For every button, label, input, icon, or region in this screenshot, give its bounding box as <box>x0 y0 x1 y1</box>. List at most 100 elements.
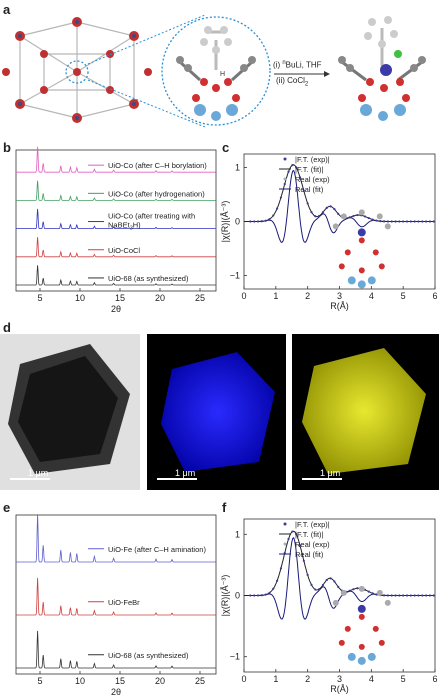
magnitude-exp-point <box>253 220 256 223</box>
plot-frame <box>15 149 217 292</box>
pattern-line <box>16 146 216 173</box>
x-tick-label: 5 <box>37 676 42 686</box>
y-axis-label: |χ(R)|(Å⁻³) <box>220 201 230 243</box>
x-tick-label: 10 <box>75 676 85 686</box>
magnitude-exp-point <box>337 212 340 215</box>
legend-label: Real (fit) <box>295 185 324 194</box>
magnitude-exp-point <box>398 220 401 223</box>
magnitude-exp-point <box>295 166 298 169</box>
y-tick-label: 0 <box>235 217 240 227</box>
magnitude-exp-point <box>363 215 367 218</box>
magnitude-exp-point <box>405 594 409 597</box>
pattern-line <box>16 630 216 669</box>
x-tick-label: 15 <box>115 676 125 686</box>
magnitude-exp-point <box>367 590 370 593</box>
panel-letter-a: a <box>3 2 11 17</box>
real-fit-line <box>244 537 434 620</box>
magnitude-exp-point <box>333 208 336 211</box>
magnitude-exp-point <box>276 579 279 582</box>
legend-label: UiO-68 (as synthesized) <box>108 274 189 283</box>
inset-atom-metal <box>357 656 366 665</box>
magnitude-exp-point <box>432 220 435 223</box>
magnitude-exp-point <box>417 220 420 223</box>
magnitude-exp-point <box>279 567 283 570</box>
exafs-chart-cobalt: 0 1 2 3 4 5 610−1R(Å)|χ(R)|(Å⁻³)|F.T. (exp)||F… <box>220 153 438 311</box>
magnitude-fit-line <box>244 164 434 222</box>
inset-atom-metal <box>367 652 376 661</box>
x-tick-label: 1 <box>273 291 278 301</box>
plot-frame <box>15 514 217 675</box>
magnitude-exp-point <box>291 530 294 533</box>
inset-atom-metal <box>357 280 366 289</box>
x-tick-label: 4 <box>369 674 374 684</box>
magnitude-exp-point <box>283 182 286 186</box>
magnitude-exp-point <box>390 594 393 597</box>
magnitude-exp-point <box>424 594 428 597</box>
inset-atom-oxygen <box>358 643 365 650</box>
panel-letter-d: d <box>3 320 11 335</box>
x-axis-label: R(Å) <box>330 684 349 694</box>
magnitude-exp-point <box>333 580 336 583</box>
magnitude-exp-point <box>249 594 252 597</box>
tem-image: 1 μm <box>0 334 140 490</box>
inset-atom-carbon <box>358 209 365 216</box>
magnitude-exp-point <box>402 594 405 597</box>
magnitude-fit-line <box>244 530 434 596</box>
inset-atom-oxygen <box>378 263 385 270</box>
magnitude-exp-point <box>329 205 332 208</box>
magnitude-exp-point <box>398 594 401 597</box>
x-tick-label: 6 <box>432 674 437 684</box>
x-tick-label: 2 <box>305 291 310 301</box>
y-tick-label: −1 <box>230 271 240 281</box>
y-tick-label: 1 <box>235 529 240 539</box>
eds-map-yellow: 1 μm <box>292 334 439 490</box>
magnitude-exp-point <box>272 214 275 217</box>
y-axis-label: |χ(R)|(Å⁻³) <box>220 575 230 617</box>
magnitude-exp-point <box>291 163 294 167</box>
magnitude-exp-point <box>371 592 374 595</box>
x-tick-label: 20 <box>155 676 165 686</box>
inset-atom-oxygen <box>344 249 351 256</box>
legend-label: NaBEt3H) <box>108 221 141 232</box>
legend-label: UiO-68 (as synthesized) <box>108 651 189 660</box>
legend-label: UiO-CoCl <box>108 246 140 255</box>
inset-atom-metal <box>347 652 356 661</box>
y-tick-label: −1 <box>230 652 240 662</box>
magnitude-exp-point <box>424 220 428 223</box>
svg-text:H: H <box>220 71 225 78</box>
legend-label: UiO-FeBr <box>108 598 140 607</box>
magnitude-exp-point <box>421 594 424 597</box>
inset-atom-carbon <box>384 223 391 230</box>
legend-marker <box>283 522 287 526</box>
pattern-line <box>16 265 216 286</box>
inset-atom-oxygen <box>372 249 379 256</box>
legend-label-suffix: H) <box>133 221 141 230</box>
x-tick-label: 25 <box>195 293 205 303</box>
magnitude-exp-point <box>394 220 397 223</box>
real-fit-line <box>244 169 434 244</box>
magnitude-exp-point <box>382 220 386 223</box>
y-tick-label: 0 <box>235 591 240 601</box>
inset-atom-oxygen <box>358 267 365 274</box>
legend-label: |F.T. (fit)| <box>295 530 324 539</box>
x-tick-label: 4 <box>369 291 374 301</box>
magnitude-exp-point <box>287 537 290 541</box>
magnitude-exp-point <box>264 593 267 596</box>
magnitude-exp-point <box>348 589 351 592</box>
magnitude-exp-point <box>386 594 389 597</box>
inset-atom-oxygen <box>358 237 365 244</box>
magnitude-exp-point <box>310 211 313 214</box>
scale-label-blue: 1 μm <box>175 468 196 478</box>
legend-label: UiO-Fe (after C–H amination) <box>108 545 206 554</box>
structure-inset <box>332 209 391 289</box>
inset-atom-oxygen <box>344 625 351 632</box>
x-axis-label: R(Å) <box>330 301 349 311</box>
structure-inset <box>332 585 391 665</box>
legend-marker <box>283 177 287 181</box>
pattern-line <box>16 577 216 616</box>
legend-label: UiO-Co (after C–H borylation) <box>108 161 207 170</box>
pattern-line <box>16 180 216 201</box>
scale-label-yellow: 1 μm <box>320 468 341 478</box>
x-tick-label: 25 <box>195 676 205 686</box>
product-node-illustration <box>338 16 426 121</box>
